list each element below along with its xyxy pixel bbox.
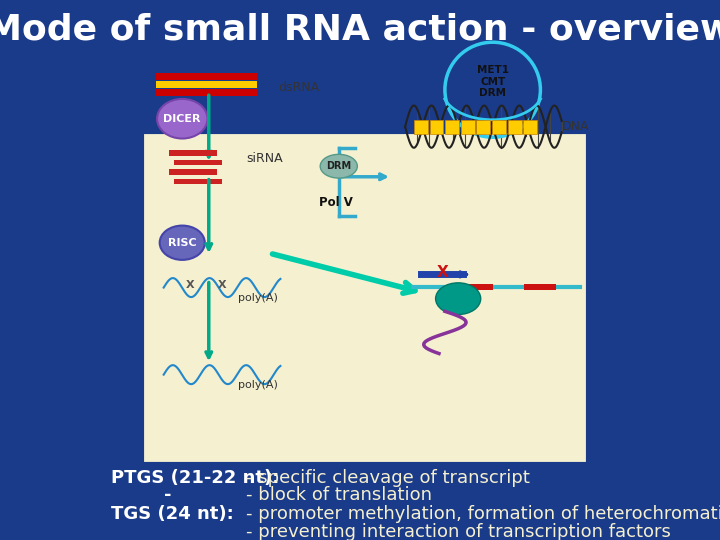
FancyBboxPatch shape [143, 132, 588, 464]
Text: X: X [436, 265, 448, 280]
FancyArrow shape [156, 81, 256, 87]
Ellipse shape [160, 226, 204, 260]
Ellipse shape [320, 154, 357, 178]
Text: poly(A): poly(A) [238, 380, 278, 390]
Text: -: - [163, 486, 171, 504]
Text: - promoter methylation, formation of heterochromatin: - promoter methylation, formation of het… [246, 505, 720, 523]
Text: dsRNA: dsRNA [278, 80, 319, 93]
FancyArrow shape [156, 73, 256, 80]
FancyArrow shape [524, 284, 557, 290]
FancyArrow shape [461, 284, 492, 290]
FancyBboxPatch shape [523, 120, 537, 133]
Text: X: X [186, 280, 194, 290]
FancyBboxPatch shape [461, 120, 474, 133]
Text: DICER: DICER [163, 114, 201, 124]
FancyBboxPatch shape [445, 120, 459, 133]
FancyBboxPatch shape [508, 120, 521, 133]
Text: - specific cleavage of transcript: - specific cleavage of transcript [246, 469, 530, 487]
FancyBboxPatch shape [430, 120, 444, 133]
FancyBboxPatch shape [477, 120, 490, 133]
Text: RISC: RISC [168, 238, 197, 248]
Ellipse shape [157, 99, 207, 139]
FancyArrow shape [169, 150, 217, 156]
Text: PTGS (21-22 nt):: PTGS (21-22 nt): [111, 469, 279, 487]
FancyArrow shape [156, 89, 256, 96]
FancyBboxPatch shape [414, 120, 428, 133]
Text: - preventing interaction of transcription factors: - preventing interaction of transcriptio… [246, 523, 671, 540]
FancyArrow shape [174, 179, 222, 184]
Ellipse shape [436, 283, 481, 314]
FancyArrow shape [174, 160, 222, 165]
Text: Pol V: Pol V [319, 195, 353, 208]
Text: TGS (24 nt):: TGS (24 nt): [111, 505, 233, 523]
Text: DRM: DRM [326, 161, 351, 171]
Text: Mode of small RNA action - overview: Mode of small RNA action - overview [0, 12, 720, 46]
Text: siRNA: siRNA [246, 152, 282, 165]
Text: poly(A): poly(A) [238, 293, 278, 303]
Text: DNA: DNA [562, 120, 589, 133]
FancyBboxPatch shape [492, 120, 506, 133]
Text: - block of translation: - block of translation [246, 486, 432, 504]
FancyArrow shape [169, 170, 217, 174]
Text: X: X [217, 280, 226, 290]
Text: MET1
CMT
DRM: MET1 CMT DRM [477, 65, 508, 98]
